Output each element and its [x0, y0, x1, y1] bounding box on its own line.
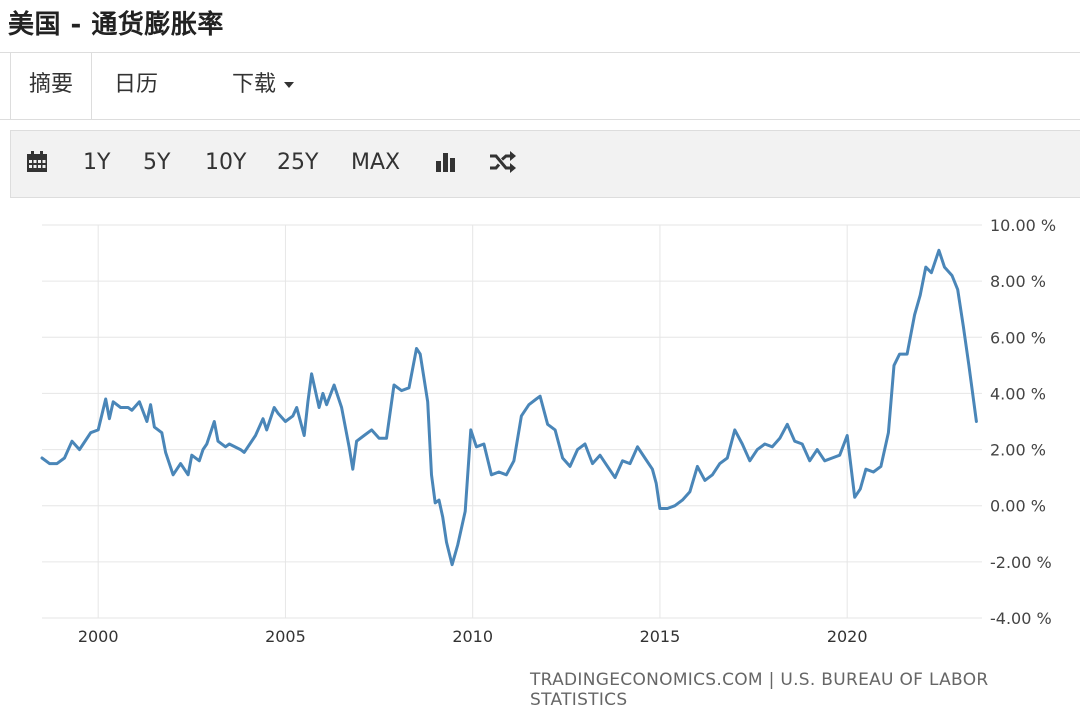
- tabs-bar: 摘要 日历 下载: [0, 52, 1080, 120]
- range-10y-button[interactable]: 10Y: [205, 150, 247, 175]
- y-tick-label: -4.00 %: [990, 609, 1052, 628]
- tab-download-label: 下载: [232, 72, 277, 97]
- calendar-icon[interactable]: [26, 151, 48, 177]
- tab-calendar[interactable]: 日历: [114, 72, 159, 97]
- shuffle-icon[interactable]: [489, 151, 517, 177]
- y-tick-label: 2.00 %: [990, 441, 1046, 460]
- y-tick-label: 8.00 %: [990, 272, 1046, 291]
- range-5y-button[interactable]: 5Y: [143, 150, 171, 175]
- y-tick-label: -2.00 %: [990, 553, 1052, 572]
- x-tick-label: 2010: [452, 627, 493, 646]
- caret-down-icon: [284, 82, 295, 88]
- x-tick-label: 2005: [265, 627, 306, 646]
- tab-summary[interactable]: 摘要: [10, 53, 92, 119]
- x-tick-label: 2020: [827, 627, 868, 646]
- bar-chart-icon[interactable]: [435, 151, 457, 177]
- range-max-button[interactable]: MAX: [351, 150, 401, 175]
- y-tick-label: 4.00 %: [990, 384, 1046, 403]
- range-25y-button[interactable]: 25Y: [277, 150, 319, 175]
- x-tick-label: 2000: [78, 627, 119, 646]
- y-tick-label: 0.00 %: [990, 497, 1046, 516]
- chart-area: 10.00 % 8.00 % 6.00 % 4.00 % 2.00 % 0.00 % -2.…: [0, 200, 1080, 660]
- x-tick-label: 2015: [640, 627, 681, 646]
- y-tick-label: 6.00 %: [990, 328, 1046, 347]
- range-1y-button[interactable]: 1Y: [83, 150, 111, 175]
- series-line: [40, 248, 978, 567]
- inflation-line-chart: 10.00 % 8.00 % 6.00 % 4.00 % 2.00 % 0.00 % -2.…: [40, 216, 1056, 646]
- y-tick-label: 10.00 %: [990, 216, 1056, 235]
- source-credit: TRADINGECONOMICS.COM | U.S. BUREAU OF LA…: [530, 670, 989, 710]
- tab-download[interactable]: 下载: [232, 53, 295, 119]
- page-title: 美国 - 通货膨胀率: [8, 10, 224, 40]
- chart-toolbar: 1Y 5Y 10Y 25Y MAX: [10, 130, 1080, 198]
